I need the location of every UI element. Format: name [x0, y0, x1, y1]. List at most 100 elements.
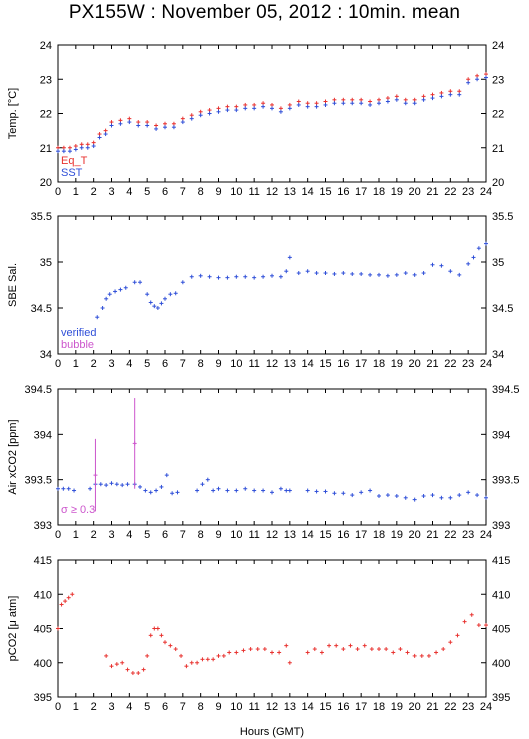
- y-tick-label: 34.5: [31, 303, 52, 315]
- y-tick-label: 34: [40, 349, 52, 361]
- x-tick-label: 15: [319, 529, 331, 541]
- x-tick-label: 13: [284, 529, 296, 541]
- panel-2-frame: [57, 215, 487, 355]
- x-tick-label: 22: [444, 358, 456, 370]
- y-tick-label-right: 35.5: [492, 211, 513, 223]
- x-tick-label: 21: [426, 186, 438, 198]
- x-tick-label: 0: [55, 358, 61, 370]
- y-tick-label-right: 394: [492, 429, 510, 441]
- x-tick-label: 16: [337, 358, 349, 370]
- x-tick-label: 13: [284, 358, 296, 370]
- x-tick-label: 9: [215, 529, 221, 541]
- x-tick-label: 1: [73, 701, 79, 713]
- x-tick-label: 4: [126, 529, 132, 541]
- y-tick-label: 394: [34, 429, 52, 441]
- x-tick-label: 23: [462, 701, 474, 713]
- y-tick-label: 393.5: [24, 475, 52, 487]
- x-tick-label: 6: [162, 358, 168, 370]
- x-tick-label: 12: [266, 186, 278, 198]
- y-tick-label-right: 415: [492, 555, 510, 567]
- y-tick-label: 20: [40, 177, 52, 189]
- x-tick-label: 9: [215, 701, 221, 713]
- x-tick-label: 17: [355, 701, 367, 713]
- x-tick-label: 1: [73, 529, 79, 541]
- x-tick-label: 19: [391, 186, 403, 198]
- x-tick-label: 24: [480, 701, 492, 713]
- y-tick-label: 395: [34, 692, 52, 704]
- x-tick-label: 17: [355, 358, 367, 370]
- x-axis-label: Hours (GMT): [240, 726, 304, 738]
- x-tick-label: 13: [284, 701, 296, 713]
- y-tick-label: 21: [40, 143, 52, 155]
- panel-1-ylabel: Temp. [°C]: [7, 88, 19, 139]
- legend-entry: SST: [61, 167, 83, 179]
- y-tick-label-right: 400: [492, 658, 510, 670]
- x-tick-label: 3: [108, 529, 114, 541]
- x-tick-label: 3: [108, 358, 114, 370]
- x-tick-label: 6: [162, 529, 168, 541]
- x-tick-label: 15: [319, 358, 331, 370]
- y-tick-label-right: 22: [492, 109, 504, 121]
- x-tick-label: 4: [126, 701, 132, 713]
- x-tick-label: 4: [126, 358, 132, 370]
- x-tick-label: 16: [337, 529, 349, 541]
- x-tick-label: 10: [230, 186, 242, 198]
- x-tick-label: 20: [409, 186, 421, 198]
- x-tick-label: 16: [337, 701, 349, 713]
- x-tick-label: 20: [409, 358, 421, 370]
- x-tick-label: 24: [480, 529, 492, 541]
- x-tick-label: 2: [91, 529, 97, 541]
- y-tick-label: 394.5: [24, 384, 52, 396]
- x-tick-label: 7: [180, 529, 186, 541]
- x-tick-label: 17: [355, 529, 367, 541]
- x-tick-label: 15: [319, 701, 331, 713]
- x-tick-label: 24: [480, 358, 492, 370]
- x-tick-label: 3: [108, 186, 114, 198]
- x-tick-label: 11: [248, 529, 259, 541]
- y-tick-label-right: 393: [492, 520, 510, 532]
- x-tick-label: 19: [391, 529, 403, 541]
- x-tick-label: 21: [426, 358, 438, 370]
- y-tick-label-right: 393.5: [492, 475, 520, 487]
- x-tick-label: 20: [409, 701, 421, 713]
- y-tick-label: 405: [34, 624, 52, 636]
- x-tick-label: 18: [373, 358, 385, 370]
- y-tick-label: 393: [34, 520, 52, 532]
- x-tick-label: 19: [391, 701, 403, 713]
- x-tick-label: 3: [108, 701, 114, 713]
- x-tick-label: 6: [162, 186, 168, 198]
- x-tick-label: 13: [284, 186, 296, 198]
- y-tick-label: 415: [34, 555, 52, 567]
- x-tick-label: 21: [426, 529, 438, 541]
- x-tick-label: 14: [302, 186, 314, 198]
- y-tick-label-right: 34: [492, 349, 504, 361]
- annotation: σ ≥ 0.3: [61, 504, 95, 516]
- x-tick-label: 21: [426, 701, 438, 713]
- x-tick-label: 12: [266, 358, 278, 370]
- legend-entry: Eq_T: [61, 155, 88, 167]
- y-tick-label: 35.5: [31, 211, 52, 223]
- x-tick-label: 5: [144, 186, 150, 198]
- x-tick-label: 10: [230, 701, 242, 713]
- x-tick-label: 4: [126, 186, 132, 198]
- x-tick-label: 9: [215, 186, 221, 198]
- panel-4-frame: [57, 559, 487, 698]
- x-tick-label: 8: [198, 701, 204, 713]
- y-tick-label-right: 23: [492, 74, 504, 86]
- x-tick-label: 5: [144, 701, 150, 713]
- x-tick-label: 18: [373, 186, 385, 198]
- x-tick-label: 22: [444, 529, 456, 541]
- x-tick-label: 23: [462, 186, 474, 198]
- x-tick-label: 14: [302, 529, 314, 541]
- x-tick-label: 6: [162, 701, 168, 713]
- x-tick-label: 20: [409, 529, 421, 541]
- x-tick-label: 12: [266, 701, 278, 713]
- x-tick-label: 2: [91, 358, 97, 370]
- y-tick-label: 35: [40, 257, 52, 269]
- y-tick-label-right: 20: [492, 177, 504, 189]
- panel-3-ylabel: Air xCO2 [ppm]: [7, 419, 19, 494]
- x-tick-label: 8: [198, 358, 204, 370]
- x-tick-label: 23: [462, 529, 474, 541]
- x-tick-label: 0: [55, 529, 61, 541]
